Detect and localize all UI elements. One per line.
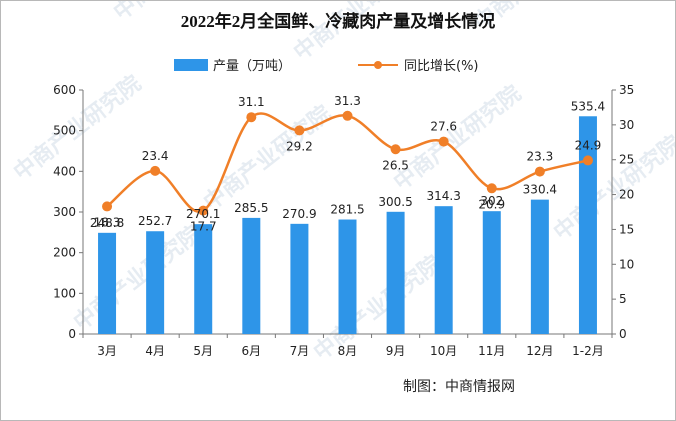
growth-value-label: 31.1 bbox=[238, 95, 265, 109]
y-right-tick-label: 0 bbox=[619, 327, 627, 341]
growth-line bbox=[102, 110, 593, 216]
bar-value-label: 248.8 bbox=[90, 216, 124, 230]
x-tick-label: 8月 bbox=[338, 344, 358, 358]
x-tick-label: 4月 bbox=[145, 344, 165, 358]
watermark-text: 中商产业研究院 bbox=[69, 220, 206, 335]
y-right-tick-label: 15 bbox=[619, 222, 634, 236]
y-right-tick-label: 20 bbox=[619, 188, 634, 202]
watermark-text: 中商产业研究院 bbox=[9, 70, 146, 185]
bar-value-label: 330.4 bbox=[523, 183, 557, 197]
watermark-text: 中商产业研究院 bbox=[199, 100, 336, 215]
growth-point bbox=[342, 110, 353, 121]
y-right-tick-label: 25 bbox=[619, 153, 634, 167]
bar-value-label: 270.1 bbox=[186, 207, 220, 221]
bar bbox=[386, 211, 405, 334]
growth-value-label: 26.5 bbox=[382, 158, 409, 172]
growth-point bbox=[390, 144, 401, 155]
legend-label-output: 产量（万吨） bbox=[213, 59, 291, 74]
y-left-tick-label: 0 bbox=[68, 327, 76, 341]
growth-point bbox=[486, 183, 497, 194]
bar-value-label: 281.5 bbox=[330, 203, 364, 217]
growth-value-label: 23.4 bbox=[142, 149, 169, 163]
legend-swatch-marker bbox=[374, 61, 382, 69]
growth-point bbox=[246, 112, 257, 123]
bar bbox=[194, 224, 213, 334]
bar-value-label: 314.3 bbox=[427, 189, 461, 203]
x-tick-label: 5月 bbox=[193, 344, 213, 358]
growth-point bbox=[438, 136, 449, 147]
growth-point bbox=[150, 165, 161, 176]
y-right-tick-label: 10 bbox=[619, 257, 634, 271]
x-tick-label: 9月 bbox=[386, 344, 406, 358]
growth-point bbox=[102, 201, 113, 212]
bar-value-label: 270.9 bbox=[282, 207, 316, 221]
y-left-tick-label: 200 bbox=[53, 246, 76, 260]
growth-line-path bbox=[106, 112, 589, 213]
growth-point bbox=[198, 205, 209, 216]
x-tick-label: 10月 bbox=[430, 344, 457, 358]
watermark-text: 中商产业研究院 bbox=[309, 250, 446, 365]
x-tick-label: 1-2月 bbox=[572, 344, 604, 358]
data-labels: 248.8 252.7 270.1 285.5 270.9 281.5 300.5 314.3… bbox=[90, 94, 605, 234]
x-tick-label: 7月 bbox=[290, 344, 310, 358]
bar-value-label: 535.4 bbox=[571, 99, 605, 113]
bar bbox=[578, 116, 597, 335]
legend-label-growth: 同比增长(%) bbox=[404, 59, 479, 74]
bar-value-label: 302 bbox=[480, 194, 503, 208]
bar bbox=[530, 199, 549, 334]
growth-value-label: 23.3 bbox=[527, 150, 554, 164]
y-left-tick-label: 500 bbox=[53, 124, 76, 138]
bar bbox=[482, 211, 501, 334]
bar bbox=[434, 206, 453, 334]
y-right-tick-label: 5 bbox=[619, 292, 627, 306]
bar bbox=[146, 231, 165, 334]
y-left-tick-label: 600 bbox=[53, 83, 76, 97]
bar bbox=[290, 223, 309, 334]
growth-value-label: 31.3 bbox=[334, 94, 361, 108]
x-tick-label: 6月 bbox=[241, 344, 261, 358]
x-tick-label: 11月 bbox=[478, 344, 505, 358]
watermark-text: 中商产业研究院 bbox=[289, 1, 426, 66]
bar-value-label: 285.5 bbox=[234, 201, 268, 215]
bar bbox=[338, 219, 357, 334]
growth-value-label: 29.2 bbox=[286, 139, 313, 153]
growth-value-label: 27.6 bbox=[430, 120, 457, 134]
source-note: 制图：中商情报网 bbox=[403, 379, 515, 395]
growth-value-label: 24.9 bbox=[575, 138, 602, 152]
watermark-text: 中商产业研究院 bbox=[389, 80, 526, 195]
bars bbox=[98, 116, 597, 335]
y-right-tick-label: 30 bbox=[619, 118, 634, 132]
y-left-tick-label: 400 bbox=[53, 164, 76, 178]
y-left-tick-label: 100 bbox=[53, 286, 76, 300]
growth-value-label: 17.7 bbox=[190, 220, 217, 234]
bar-value-label: 300.5 bbox=[378, 195, 412, 209]
legend: 产量（万吨） 同比增长(%) bbox=[174, 59, 479, 74]
chart-title: 2022年2月全国鲜、冷藏肉产量及增长情况 bbox=[181, 11, 496, 31]
legend-swatch-bar bbox=[174, 59, 208, 71]
bar-value-label: 252.7 bbox=[138, 214, 172, 228]
bar bbox=[98, 232, 117, 334]
growth-point bbox=[534, 166, 545, 177]
y-left-tick-label: 300 bbox=[53, 205, 76, 219]
bar bbox=[242, 217, 261, 334]
growth-point bbox=[582, 155, 593, 166]
growth-value-label: 18.3 bbox=[94, 215, 121, 229]
y-right-tick-label: 35 bbox=[619, 83, 634, 97]
x-tick-label: 3月 bbox=[97, 344, 117, 358]
growth-value-label: 20.9 bbox=[478, 197, 505, 211]
x-tick-label: 12月 bbox=[526, 344, 553, 358]
growth-point bbox=[294, 125, 305, 136]
